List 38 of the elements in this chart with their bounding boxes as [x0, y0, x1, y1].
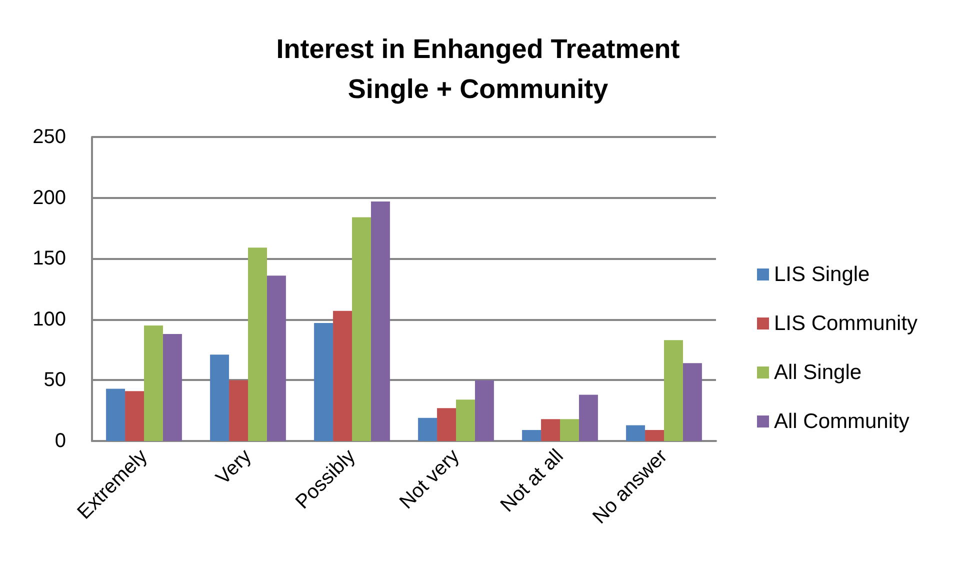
bar — [560, 419, 579, 441]
bar — [162, 334, 182, 441]
bar — [370, 201, 390, 441]
bar — [106, 388, 126, 441]
bar — [248, 248, 267, 441]
bar — [333, 310, 352, 441]
bar — [522, 430, 542, 441]
bar — [125, 391, 144, 441]
legend-label: LIS Single — [774, 263, 870, 286]
y-tick-label: 150 — [32, 248, 66, 270]
bar — [456, 400, 475, 441]
bar — [645, 430, 664, 441]
x-tick-label: Very — [212, 445, 256, 490]
bar — [144, 325, 163, 441]
bar — [682, 363, 702, 441]
bar — [664, 340, 683, 441]
bar — [418, 418, 438, 441]
bar — [474, 380, 494, 441]
legend-label: All Community — [774, 410, 910, 433]
bar — [229, 380, 248, 441]
chart-title: Interest in Enhanged Treatment Single + Community — [276, 34, 680, 104]
legend-label: All Single — [774, 361, 862, 384]
bar — [578, 394, 598, 441]
x-tick-label: Not very — [396, 445, 464, 514]
bar — [210, 354, 230, 441]
legend-label: LIS Community — [774, 312, 918, 335]
y-tick-label: 100 — [32, 308, 66, 330]
bar — [314, 323, 334, 441]
bar — [541, 419, 560, 441]
y-tick-label: 0 — [54, 430, 66, 452]
bar — [437, 408, 456, 441]
y-tick-label: 200 — [32, 186, 66, 209]
x-tick-label: Not at all — [496, 445, 568, 517]
y-tick-label: 250 — [32, 126, 66, 148]
bar — [266, 276, 286, 441]
bar — [626, 425, 646, 441]
bar — [352, 217, 371, 441]
y-tick-label: 50 — [44, 369, 66, 392]
